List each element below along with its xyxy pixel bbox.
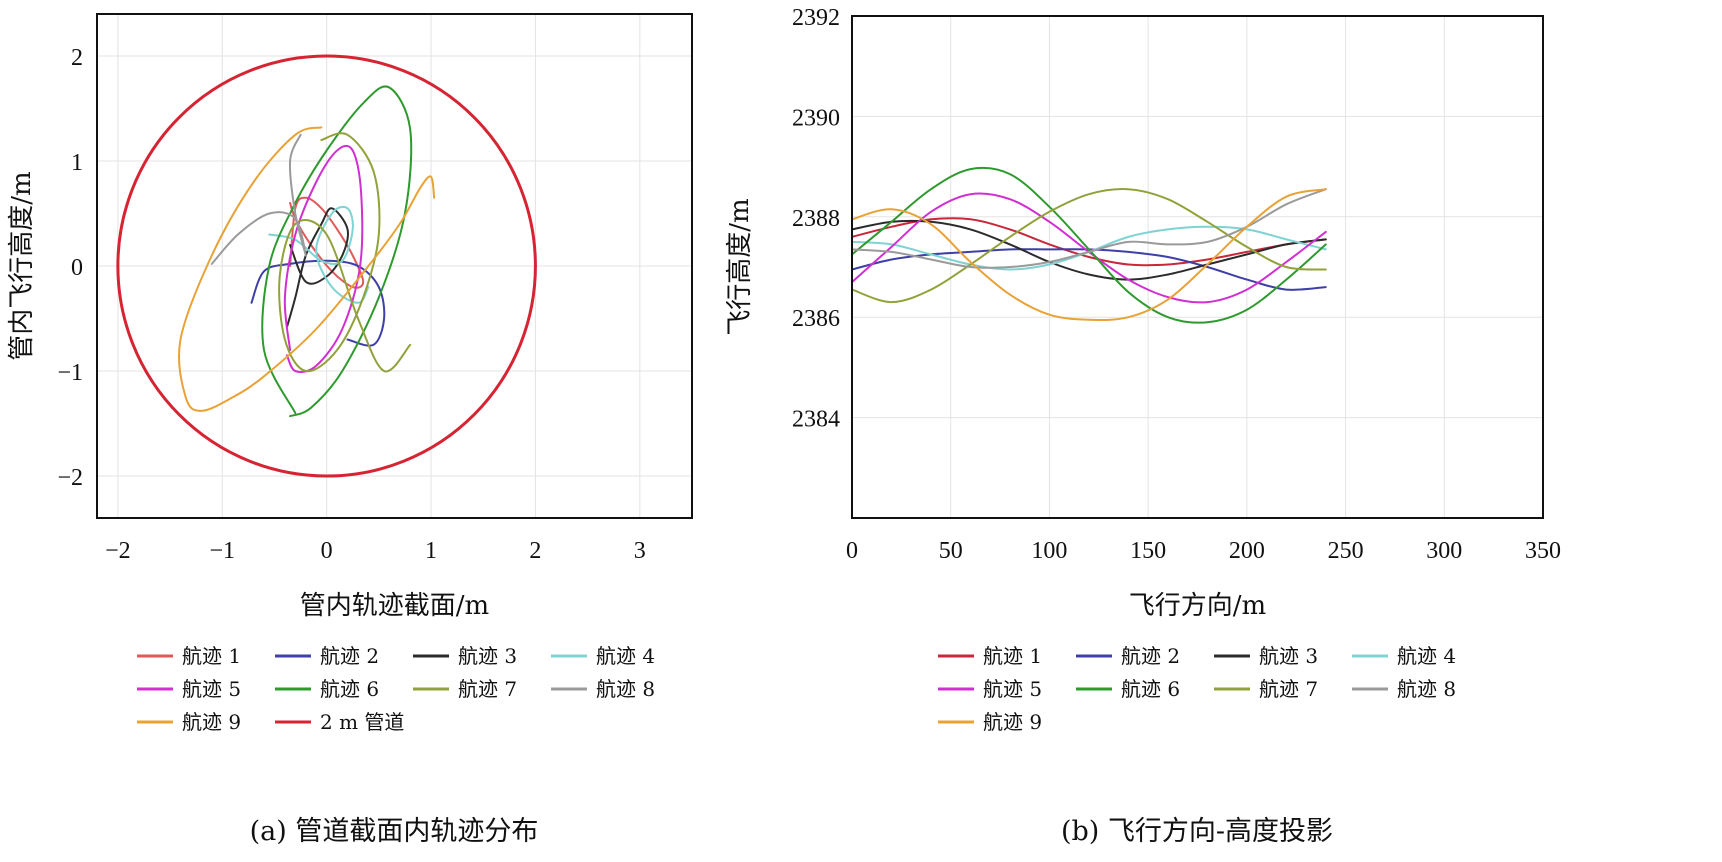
chart-a-legend-label-6: 航迹 6 bbox=[320, 677, 379, 701]
chart-a-legend-label-2: 航迹 2 bbox=[320, 644, 379, 668]
chart-b-y-tick-label-4: 2392 bbox=[792, 5, 840, 31]
chart-b-legend-label-9: 航迹 9 bbox=[983, 710, 1042, 734]
chart-a-x-tick-label-4: 2 bbox=[529, 538, 541, 564]
chart-b-series-2-line bbox=[851, 248, 1327, 291]
chart-b-legend-label-5: 航迹 5 bbox=[983, 677, 1042, 701]
chart-a-legend-label-3: 航迹 3 bbox=[458, 644, 517, 668]
chart-b-x-tick-label-4: 200 bbox=[1229, 538, 1265, 564]
chart-b-y-tick-label-0: 2384 bbox=[792, 407, 840, 433]
chart-a-y-tick-label-0: −2 bbox=[57, 465, 83, 491]
chart-a-series-10-pipe bbox=[116, 54, 537, 478]
chart-b-x-axis-label: 飞行方向/m bbox=[1129, 591, 1266, 621]
chart-b-legend-label-1: 航迹 1 bbox=[983, 644, 1042, 668]
chart-a-legend-label-5: 航迹 5 bbox=[182, 677, 241, 701]
chart-b-y-tick-label-1: 2386 bbox=[792, 306, 840, 332]
chart-b-x-tick-label-2: 100 bbox=[1031, 538, 1067, 564]
chart-b-legend-label-6: 航迹 6 bbox=[1121, 677, 1180, 701]
chart-a-series-5-line bbox=[283, 144, 364, 373]
chart-a-series-7-line bbox=[278, 132, 412, 373]
chart-a-series-4-line bbox=[268, 205, 370, 304]
chart-b-legend-label-2: 航迹 2 bbox=[1121, 644, 1180, 668]
chart-b-legend-label-4: 航迹 4 bbox=[1397, 644, 1456, 668]
chart-a-series-6-line bbox=[261, 85, 413, 418]
chart-a-legend-label-8: 航迹 8 bbox=[596, 677, 655, 701]
chart-a-series-8-line bbox=[210, 133, 307, 265]
chart-b-series-6-line bbox=[851, 166, 1327, 324]
chart-b-series-9-line bbox=[851, 188, 1327, 321]
chart-a-x-tick-label-0: −2 bbox=[105, 538, 131, 564]
chart-a-legend-label-1: 航迹 1 bbox=[182, 644, 241, 668]
chart-a-legend-label-4: 航迹 4 bbox=[596, 644, 655, 668]
chart-a-x-tick-label-2: 0 bbox=[321, 538, 333, 564]
chart-b-x-tick-label-0: 0 bbox=[846, 538, 858, 564]
chart-a-series-2-line bbox=[250, 259, 386, 347]
chart-a-x-tick-label-1: −1 bbox=[209, 538, 235, 564]
chart-b-x-tick-label-1: 50 bbox=[939, 538, 963, 564]
chart-b-y-axis-label: 飞行高度/m bbox=[725, 198, 755, 335]
chart-a-series-3-line bbox=[286, 207, 349, 328]
chart-a-y-tick-label-3: 1 bbox=[71, 150, 83, 176]
chart-a-series-9-line bbox=[178, 126, 436, 412]
chart-b-series-1-line bbox=[851, 217, 1327, 267]
chart-a-y-tick-label-4: 2 bbox=[71, 45, 83, 71]
chart-a: −2 −1 0 1 2 3 −2 −1 0 1 2 管内轨迹截面/m 管内飞行高度/m 航迹 1 航迹 2 航… bbox=[7, 13, 693, 847]
chart-a-y-tick-label-1: −1 bbox=[57, 360, 83, 386]
chart-b-legend-label-8: 航迹 8 bbox=[1397, 677, 1456, 701]
chart-a-x-tick-label-5: 3 bbox=[634, 538, 646, 564]
chart-a-legend-label-7: 航迹 7 bbox=[458, 677, 517, 701]
chart-b-x-tick-label-5: 250 bbox=[1328, 538, 1364, 564]
chart-b-legend-label-7: 航迹 7 bbox=[1259, 677, 1318, 701]
chart-b-caption: (b) 飞行方向-高度投影 bbox=[1061, 816, 1333, 847]
chart-b-x-tick-label-3: 150 bbox=[1130, 538, 1166, 564]
chart-a-legend-label-9: 航迹 9 bbox=[182, 710, 241, 734]
chart-b-series-7-line bbox=[851, 188, 1327, 304]
chart-a-caption: (a) 管道截面内轨迹分布 bbox=[250, 816, 539, 847]
chart-a-y-axis-label: 管内飞行高度/m bbox=[7, 171, 37, 360]
chart-b: 0 50 100 150 200 250 300 350 2384 2386 2388 2390 239… bbox=[725, 5, 1561, 847]
chart-a-plot-frame bbox=[96, 13, 693, 519]
chart-b-legend-label-3: 航迹 3 bbox=[1259, 644, 1318, 668]
chart-a-legend-label-10: 2 m 管道 bbox=[320, 710, 404, 734]
chart-b-x-tick-label-7: 350 bbox=[1525, 538, 1561, 564]
chart-a-y-tick-label-2: 0 bbox=[71, 255, 83, 281]
chart-b-x-tick-label-6: 300 bbox=[1426, 538, 1462, 564]
chart-b-y-tick-label-3: 2390 bbox=[792, 105, 840, 131]
chart-a-x-axis-label: 管内轨迹截面/m bbox=[300, 591, 489, 621]
chart-b-y-tick-label-2: 2388 bbox=[792, 206, 840, 232]
chart-b-series-3-line bbox=[851, 219, 1327, 281]
chart-b-plot-frame bbox=[851, 15, 1544, 519]
chart-a-x-tick-label-3: 1 bbox=[425, 538, 437, 564]
